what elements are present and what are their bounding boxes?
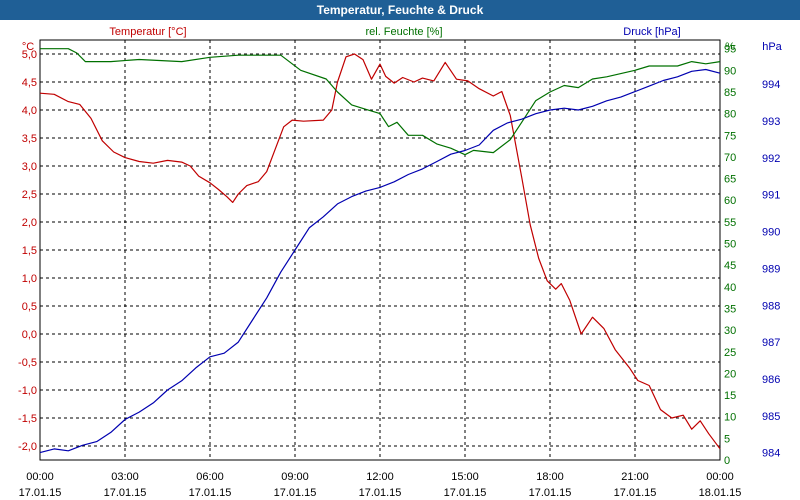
humidity-tick-label: 40 — [724, 282, 736, 294]
x-tick-date: 17.01.15 — [274, 487, 317, 499]
x-tick-time: 21:00 — [621, 471, 649, 483]
pressure-tick-label: 987 — [762, 337, 780, 349]
pressure-tick-label: 990 — [762, 227, 780, 239]
x-tick-date: 17.01.15 — [529, 487, 572, 499]
humidity-tick-label: 75 — [724, 130, 736, 142]
pressure-tick-label: 991 — [762, 190, 780, 202]
pressure-tick-label: 988 — [762, 300, 780, 312]
pressure-tick-label: 986 — [762, 374, 780, 386]
pressure-axis-label: Druck [hPa] — [623, 26, 680, 38]
temperature-tick-label: 3,0 — [22, 161, 37, 173]
humidity-tick-label: 15 — [724, 390, 736, 402]
temperature-tick-label: 0,5 — [22, 301, 37, 313]
humidity-tick-label: 5 — [724, 433, 730, 445]
x-tick-time: 00:00 — [706, 471, 734, 483]
temperature-tick-label: 1,5 — [22, 245, 37, 257]
temperature-tick-label: 4,0 — [22, 105, 37, 117]
temperature-tick-label: 2,5 — [22, 189, 37, 201]
temperature-tick-label: -1,5 — [18, 413, 37, 425]
temperature-tick-label: 0,0 — [22, 329, 37, 341]
x-tick-time: 15:00 — [451, 471, 479, 483]
temperature-tick-label: 1,0 — [22, 273, 37, 285]
humidity-tick-label: 35 — [724, 303, 736, 315]
pressure-tick-label: 984 — [762, 448, 780, 460]
x-tick-time: 12:00 — [366, 471, 394, 483]
pressure-tick-label: 985 — [762, 411, 780, 423]
temperature-tick-label: 5,0 — [22, 49, 37, 61]
humidity-tick-label: 50 — [724, 239, 736, 251]
x-tick-time: 03:00 — [111, 471, 139, 483]
x-tick-date: 18.01.15 — [699, 487, 742, 499]
temperature-tick-label: 4,5 — [22, 77, 37, 89]
humidity-tick-label: 10 — [724, 412, 736, 424]
humidity-tick-label: 55 — [724, 217, 736, 229]
temperature-axis-label: Temperatur [°C] — [109, 26, 186, 38]
chart-title: Temperatur, Feuchte & Druck — [317, 3, 484, 17]
temperature-tick-label: -1,0 — [18, 385, 37, 397]
pressure-tick-label: 993 — [762, 116, 780, 128]
temperature-tick-label: -0,5 — [18, 357, 37, 369]
humidity-tick-label: 30 — [724, 325, 736, 337]
temperature-tick-label: -2,0 — [18, 441, 37, 453]
humidity-tick-label: 95 — [724, 44, 736, 56]
humidity-tick-label: 80 — [724, 109, 736, 121]
pressure-tick-label: 989 — [762, 263, 780, 275]
humidity-tick-label: 65 — [724, 174, 736, 186]
humidity-tick-label: 70 — [724, 152, 736, 164]
humidity-unit-label: % — [725, 41, 735, 53]
humidity-tick-label: 0 — [724, 455, 730, 467]
series-humidity — [40, 48, 721, 156]
x-tick-date: 17.01.15 — [614, 487, 657, 499]
humidity-tick-label: 60 — [724, 195, 736, 207]
x-tick-time: 18:00 — [536, 471, 564, 483]
temperature-tick-label: 2,0 — [22, 217, 37, 229]
x-tick-date: 17.01.15 — [359, 487, 402, 499]
humidity-tick-label: 90 — [724, 65, 736, 77]
humidity-tick-label: 85 — [724, 87, 736, 99]
humidity-tick-label: 20 — [724, 368, 736, 380]
humidity-axis-label: rel. Feuchte [%] — [365, 26, 442, 38]
x-tick-time: 06:00 — [196, 471, 224, 483]
x-tick-date: 17.01.15 — [444, 487, 487, 499]
x-tick-time: 09:00 — [281, 471, 309, 483]
series-lines — [39, 48, 721, 454]
tick-labels: 5,0 4,5 4,0 3,5 3,0 2,5 2,0 1,5 1,0 0,5 0,0 -0,5 -1,… — [18, 44, 780, 499]
x-tick-time: 00:00 — [26, 471, 54, 483]
humidity-tick-label: 25 — [724, 347, 736, 359]
x-tick-date: 17.01.15 — [104, 487, 147, 499]
humidity-tick-label: 45 — [724, 260, 736, 272]
pressure-tick-label: 994 — [762, 79, 780, 91]
temperature-tick-label: 3,5 — [22, 133, 37, 145]
x-tick-date: 17.01.15 — [19, 487, 62, 499]
x-tick-date: 17.01.15 — [189, 487, 232, 499]
pressure-tick-label: 992 — [762, 153, 780, 165]
temperature-unit-label: °C — [22, 41, 34, 53]
series-pressure — [39, 68, 721, 454]
title-bar — [0, 0, 800, 20]
pressure-unit-label: hPa — [762, 41, 782, 53]
series-temperature — [39, 53, 721, 450]
